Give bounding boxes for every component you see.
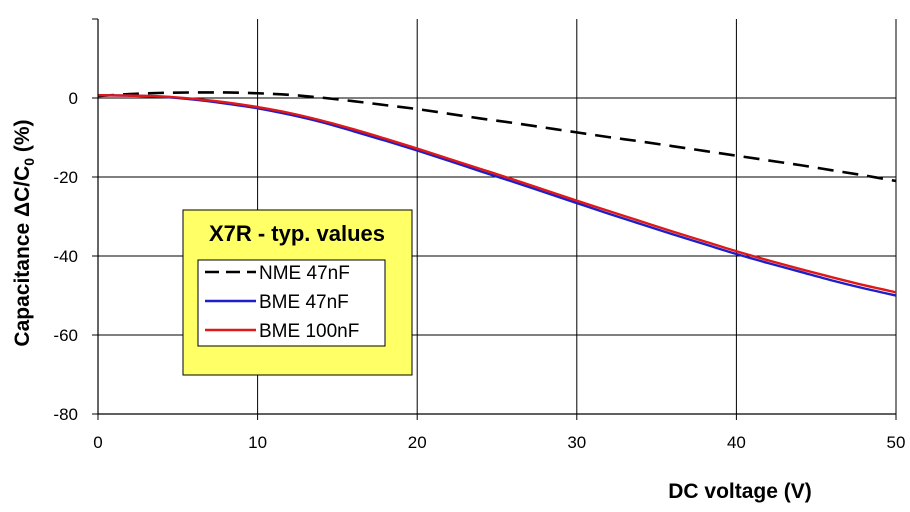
y-axis-title-main: Capacitance ΔC/C <box>11 166 34 347</box>
y-tick-label: -20 <box>53 168 78 187</box>
x-axis-title: DC voltage (V) <box>668 480 812 503</box>
x-tick-label: 0 <box>93 433 102 452</box>
y-tick-label: 0 <box>69 89 78 108</box>
x-tick-label: 20 <box>408 433 427 452</box>
y-axis-title: Capacitance ΔC/C0 (%) <box>11 119 37 346</box>
legend-inner-box <box>197 259 386 347</box>
x-tick-label: 10 <box>248 433 267 452</box>
y-axis-title-subscript: 0 <box>21 158 37 166</box>
y-tick-label: -80 <box>53 405 78 424</box>
legend-title: X7R - typ. values <box>209 221 385 246</box>
legend-label-bme-100nf: BME 100nF <box>259 321 359 342</box>
axes <box>92 18 897 420</box>
legend-items: NME 47nF BME 47nF BME 100nF <box>205 263 359 342</box>
legend: X7R - typ. values NME 47nF BME 47nF BME 10… <box>182 209 413 376</box>
legend-label-bme-47nf: BME 47nF <box>259 292 349 313</box>
x-tick-label: 50 <box>887 433 906 452</box>
x-tick-label: 40 <box>727 433 746 452</box>
legend-label-nme-47nf: NME 47nF <box>259 263 350 284</box>
series-line-nme-47nf <box>97 91 897 183</box>
y-tick-label: -60 <box>53 326 78 345</box>
tick-labels: 0 10 20 30 40 50 0 -20 -40 -60 -80 <box>53 89 905 452</box>
x-tick-label: 30 <box>567 433 586 452</box>
y-axis-title-unit: (%) <box>11 119 34 158</box>
y-tick-label: -40 <box>53 247 78 266</box>
series-lines <box>97 91 897 297</box>
series-line-bme-100nf <box>97 94 897 294</box>
